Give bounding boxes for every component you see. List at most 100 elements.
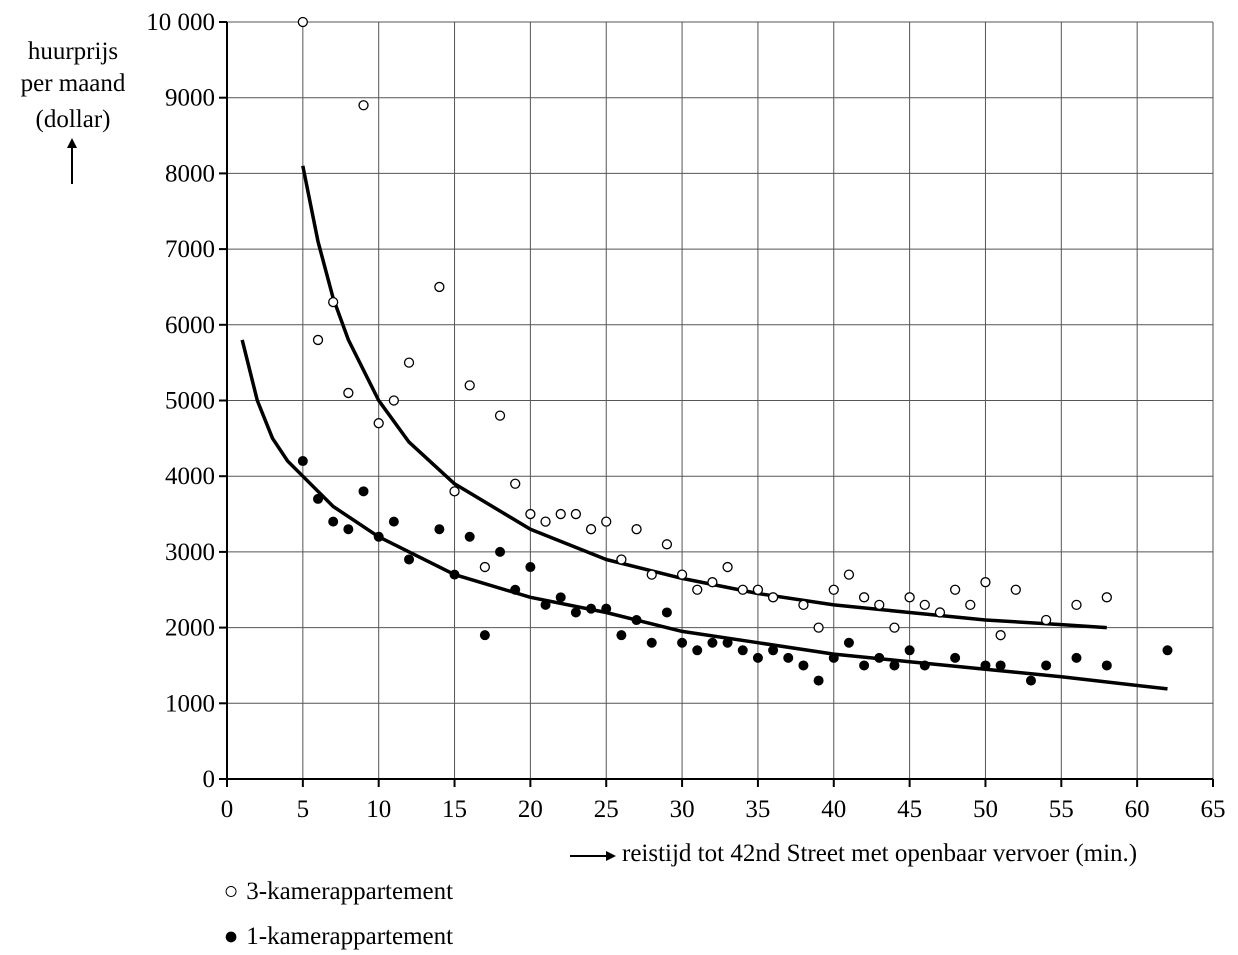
point-3-kamer [949,584,961,595]
point-1-kamer [813,675,824,686]
point-1-kamer [889,660,900,671]
y-axis-label-line-1: huurprijs [27,38,119,65]
point-3-kamer [934,607,946,618]
point-3-kamer [813,622,824,633]
y-tick-label: 10 000 [146,9,215,36]
open-circle-icon: ○ [223,878,239,905]
point-3-kamer [510,478,521,489]
point-3-kamer [676,569,688,580]
point-3-kamer [904,592,915,603]
point-1-kamer [1041,660,1052,671]
point-1-kamer [737,645,748,656]
point-1-kamer [950,652,961,663]
y-tick-labels: 0 1000 2000 3000 4000 5000 6000 7000 8000 9000 10 … [146,9,215,793]
point-3-kamer [752,584,764,595]
x-tick-label: 25 [594,796,619,823]
x-tick-label: 60 [1125,796,1150,823]
point-1-kamer [540,599,551,610]
legend-item-1-kamer: ● 1-kamerappartement [222,923,453,951]
point-3-kamer [358,100,369,111]
y-axis-arrow-icon [67,138,77,184]
point-1-kamer [631,615,642,626]
point-3-kamer [555,508,566,520]
x-axis-arrow-icon [570,851,616,861]
point-1-kamer [601,603,612,614]
point-3-kamer [858,592,870,603]
point-1-kamer [874,652,885,663]
point-3-kamer [1071,599,1082,611]
point-3-kamer [995,630,1006,641]
trend-curves [240,165,1168,691]
x-tick-label: 65 [1201,796,1226,823]
point-3-kamer [919,599,930,611]
point-3-kamer [464,380,475,391]
point-3-kamer [403,357,415,368]
point-3-kamer [631,524,642,535]
x-tick-label: 0 [221,796,234,823]
y-tick-label: 5000 [165,388,215,415]
y-tick-label: 3000 [165,539,215,566]
point-1-kamer [722,637,733,648]
point-3-kamer [874,599,885,611]
grid-lines [226,21,1214,780]
point-1-kamer [677,637,688,648]
point-3-kamer [449,486,460,497]
y-tick-label: 8000 [165,160,215,187]
point-1-kamer [586,603,597,614]
point-3-kamer [601,516,612,527]
point-1-kamer [707,637,718,648]
x-axis-label: reistijd tot 42nd Street met openbaar ve… [622,840,1138,867]
point-1-kamer [464,531,475,542]
x-tick-label: 50 [973,796,998,823]
point-1-kamer [995,660,1006,671]
point-1-kamer [358,486,369,497]
x-tick-label: 20 [518,796,543,823]
point-3-kamer [373,418,384,429]
point-3-kamer [1010,584,1021,595]
point-1-kamer [510,584,521,595]
x-tick-label: 5 [297,796,310,823]
trend-curve-3-kamer [301,165,1107,630]
point-3-kamer [889,622,900,633]
y-axis-label-line-2: per maand [20,70,126,97]
point-3-kamer [343,387,354,399]
point-1-kamer [525,562,536,573]
y-tick-label: 1000 [165,690,215,717]
point-3-kamer [798,599,809,611]
point-3-kamer [965,599,976,611]
point-3-kamer [494,410,506,421]
y-tick-label: 4000 [165,463,215,490]
x-tick-labels: 0 5 10 15 20 25 30 35 40 45 50 55 60 65 [221,796,1226,823]
x-tick-label: 30 [670,796,695,823]
point-1-kamer [798,660,809,671]
point-1-kamer [616,630,627,641]
point-1-kamer [1071,652,1082,663]
point-1-kamer [904,645,915,656]
y-tick-label: 0 [203,766,216,793]
point-1-kamer [661,607,672,618]
trend-curve-1-kamer [240,339,1168,691]
point-3-kamer [616,554,627,565]
point-1-kamer [859,660,870,671]
data-points [297,16,1173,686]
point-1-kamer [313,493,324,504]
point-1-kamer [495,546,506,557]
point-3-kamer [312,334,324,346]
point-1-kamer [449,569,460,580]
point-3-kamer [828,584,839,595]
point-1-kamer [343,524,354,535]
x-tick-label: 15 [442,796,467,823]
point-1-kamer [328,516,339,527]
point-3-kamer [737,584,748,595]
point-1-kamer [373,531,384,542]
point-1-kamer [980,660,991,671]
point-1-kamer [1101,660,1112,671]
x-tick-label: 45 [897,796,922,823]
point-1-kamer [297,456,308,467]
point-1-kamer [388,516,399,527]
x-tick-label: 40 [821,796,846,823]
point-1-kamer [692,645,703,656]
point-1-kamer [768,645,779,656]
point-1-kamer [843,637,854,648]
